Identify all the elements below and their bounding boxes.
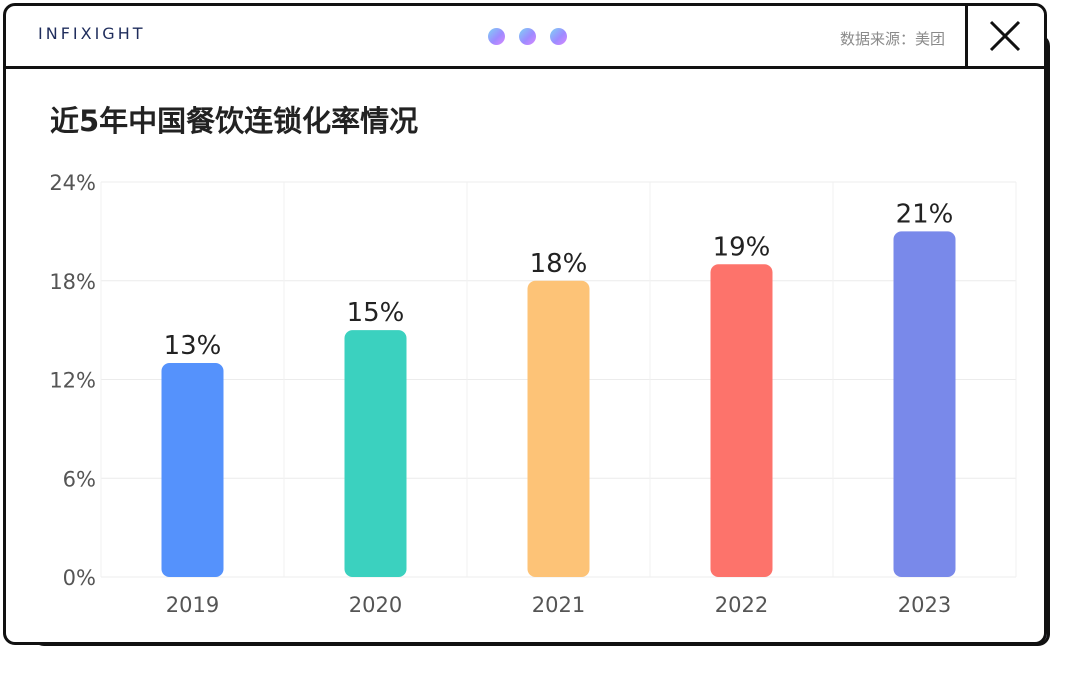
y-tick-label: 24% [49,171,96,195]
bar [161,363,224,577]
x-tick-label: 2020 [349,593,402,617]
y-tick-label: 6% [63,467,96,491]
x-tick-label: 2023 [898,593,951,617]
brand-logo: INFIXIGHT [38,24,146,43]
dot-icon [519,28,536,45]
data-label: 13% [164,331,222,361]
bar [527,280,590,577]
x-tick-label: 2019 [166,593,219,617]
y-tick-label: 18% [49,270,96,294]
bar-chart: 0% 6% 12% 18% 24% 13% 2019 15% 2020 18% 2021 19% 202… [49,171,1017,617]
dot-icon [488,28,505,45]
close-button[interactable] [965,6,1044,66]
x-tick-label: 2021 [532,593,585,617]
chart-title: 近5年中国餐饮连锁化率情况 [50,104,419,138]
data-source-label: 数据来源：美团 [839,30,945,48]
data-label: 15% [347,298,405,328]
bar [344,330,407,577]
data-label: 21% [896,199,954,229]
bar [710,264,773,577]
x-tick-label: 2022 [715,593,768,617]
dot-icon [550,28,567,45]
window-titlebar: INFIXIGHT 数据来源：美团 [6,6,1044,69]
chart-window: INFIXIGHT 数据来源：美团 近5年中国餐饮连锁化率情况 0% 6% 12% 1… [3,3,1047,645]
data-label: 18% [530,249,588,279]
bar [893,231,956,577]
y-tick-label: 0% [63,566,96,590]
close-icon [989,20,1021,52]
y-tick-label: 12% [49,369,96,393]
window-dots [488,28,567,45]
data-label: 19% [713,232,771,262]
